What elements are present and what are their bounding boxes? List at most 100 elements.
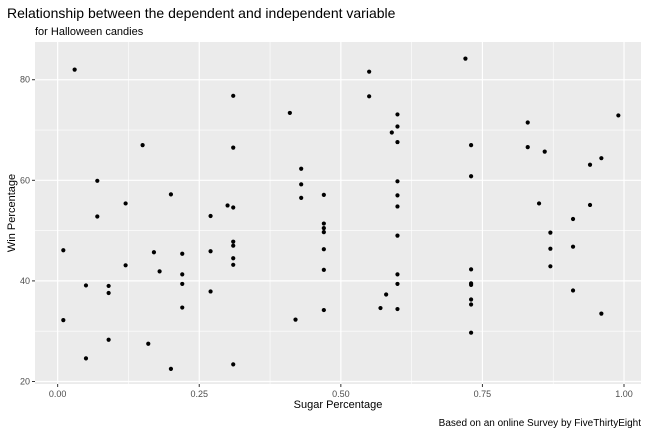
- chart-title: Relationship between the dependent and i…: [7, 5, 396, 21]
- data-point: [599, 156, 604, 161]
- x-tick-label: 0.25: [190, 389, 208, 399]
- data-point: [384, 292, 389, 297]
- data-point: [468, 174, 474, 179]
- data-point: [367, 94, 372, 99]
- data-point: [395, 139, 400, 145]
- data-point: [231, 145, 236, 150]
- data-point: [548, 230, 553, 235]
- grid-major: [35, 42, 641, 384]
- data-point: [180, 272, 185, 277]
- data-point: [321, 230, 326, 235]
- data-point: [395, 281, 400, 287]
- data-point: [548, 246, 553, 251]
- data-point: [83, 356, 89, 361]
- data-point: [321, 192, 326, 197]
- data-point: [231, 93, 236, 98]
- data-point: [587, 202, 593, 208]
- data-point: [208, 289, 213, 294]
- data-point: [231, 205, 236, 210]
- data-point: [395, 179, 400, 184]
- data-point: [321, 221, 326, 226]
- data-point: [231, 243, 236, 248]
- data-point: [95, 214, 100, 219]
- data-point: [525, 145, 530, 150]
- data-point: [548, 264, 553, 269]
- data-point: [570, 288, 576, 293]
- data-point: [180, 305, 185, 310]
- data-point: [106, 337, 111, 342]
- data-point: [299, 166, 304, 171]
- y-tick-label: 20: [20, 376, 30, 386]
- data-point: [151, 250, 157, 255]
- data-point: [231, 239, 236, 244]
- data-point: [231, 362, 236, 367]
- data-point: [468, 282, 474, 288]
- data-point: [321, 225, 326, 231]
- y-tick-label: 40: [20, 276, 30, 286]
- data-point: [83, 283, 89, 288]
- y-tick-label: 80: [20, 75, 30, 85]
- data-point: [106, 283, 111, 289]
- data-point: [542, 149, 547, 154]
- data-point: [95, 178, 100, 183]
- data-point: [61, 318, 66, 323]
- data-point: [225, 203, 230, 208]
- x-axis-label: Sugar Percentage: [294, 399, 383, 411]
- data-point: [299, 182, 304, 187]
- data-points: [61, 56, 621, 372]
- plot-panel: [35, 42, 641, 384]
- data-point: [367, 69, 372, 74]
- data-point: [463, 56, 468, 61]
- data-point: [123, 201, 128, 206]
- data-point: [106, 290, 111, 296]
- x-tick-label: 0.50: [332, 389, 350, 399]
- data-point: [468, 330, 474, 335]
- data-point: [395, 193, 400, 198]
- data-point: [140, 143, 145, 148]
- data-point: [157, 269, 162, 274]
- y-axis-ticks: 20 40 60 80: [20, 75, 35, 386]
- data-point: [587, 162, 593, 167]
- data-point: [389, 130, 394, 135]
- data-point: [395, 306, 400, 312]
- data-point: [395, 124, 400, 129]
- y-tick-label: 60: [20, 175, 30, 185]
- data-point: [287, 110, 292, 116]
- data-point: [231, 262, 236, 267]
- data-point: [321, 267, 326, 272]
- data-point: [208, 249, 213, 254]
- data-point: [321, 247, 326, 252]
- data-point: [180, 251, 185, 256]
- data-point: [146, 341, 151, 346]
- data-point: [599, 311, 604, 316]
- data-point: [231, 256, 236, 261]
- data-point: [378, 305, 383, 311]
- data-point: [395, 112, 400, 117]
- x-tick-label: 0.75: [474, 389, 492, 399]
- data-point: [468, 143, 474, 148]
- data-point: [468, 302, 474, 307]
- chart-caption: Based on an online Survey by FiveThirtyE…: [439, 418, 642, 429]
- x-tick-label: 0.00: [49, 389, 67, 399]
- x-tick-label: 1.00: [615, 389, 633, 399]
- data-point: [616, 113, 621, 118]
- data-point: [525, 120, 530, 125]
- y-axis-label: Win Percentage: [6, 174, 18, 252]
- data-point: [208, 213, 213, 219]
- grid-minor: [35, 42, 641, 384]
- data-point: [321, 307, 326, 313]
- data-point: [123, 263, 128, 268]
- data-point: [395, 233, 400, 238]
- data-point: [180, 281, 185, 287]
- data-point: [570, 216, 576, 222]
- data-point: [468, 267, 474, 272]
- chart-subtitle: for Halloween candies: [35, 26, 144, 38]
- data-point: [536, 201, 542, 206]
- data-point: [72, 67, 77, 72]
- data-point: [299, 195, 304, 201]
- data-point: [468, 297, 474, 302]
- data-point: [168, 366, 174, 372]
- data-point: [293, 317, 298, 322]
- data-point: [168, 192, 174, 197]
